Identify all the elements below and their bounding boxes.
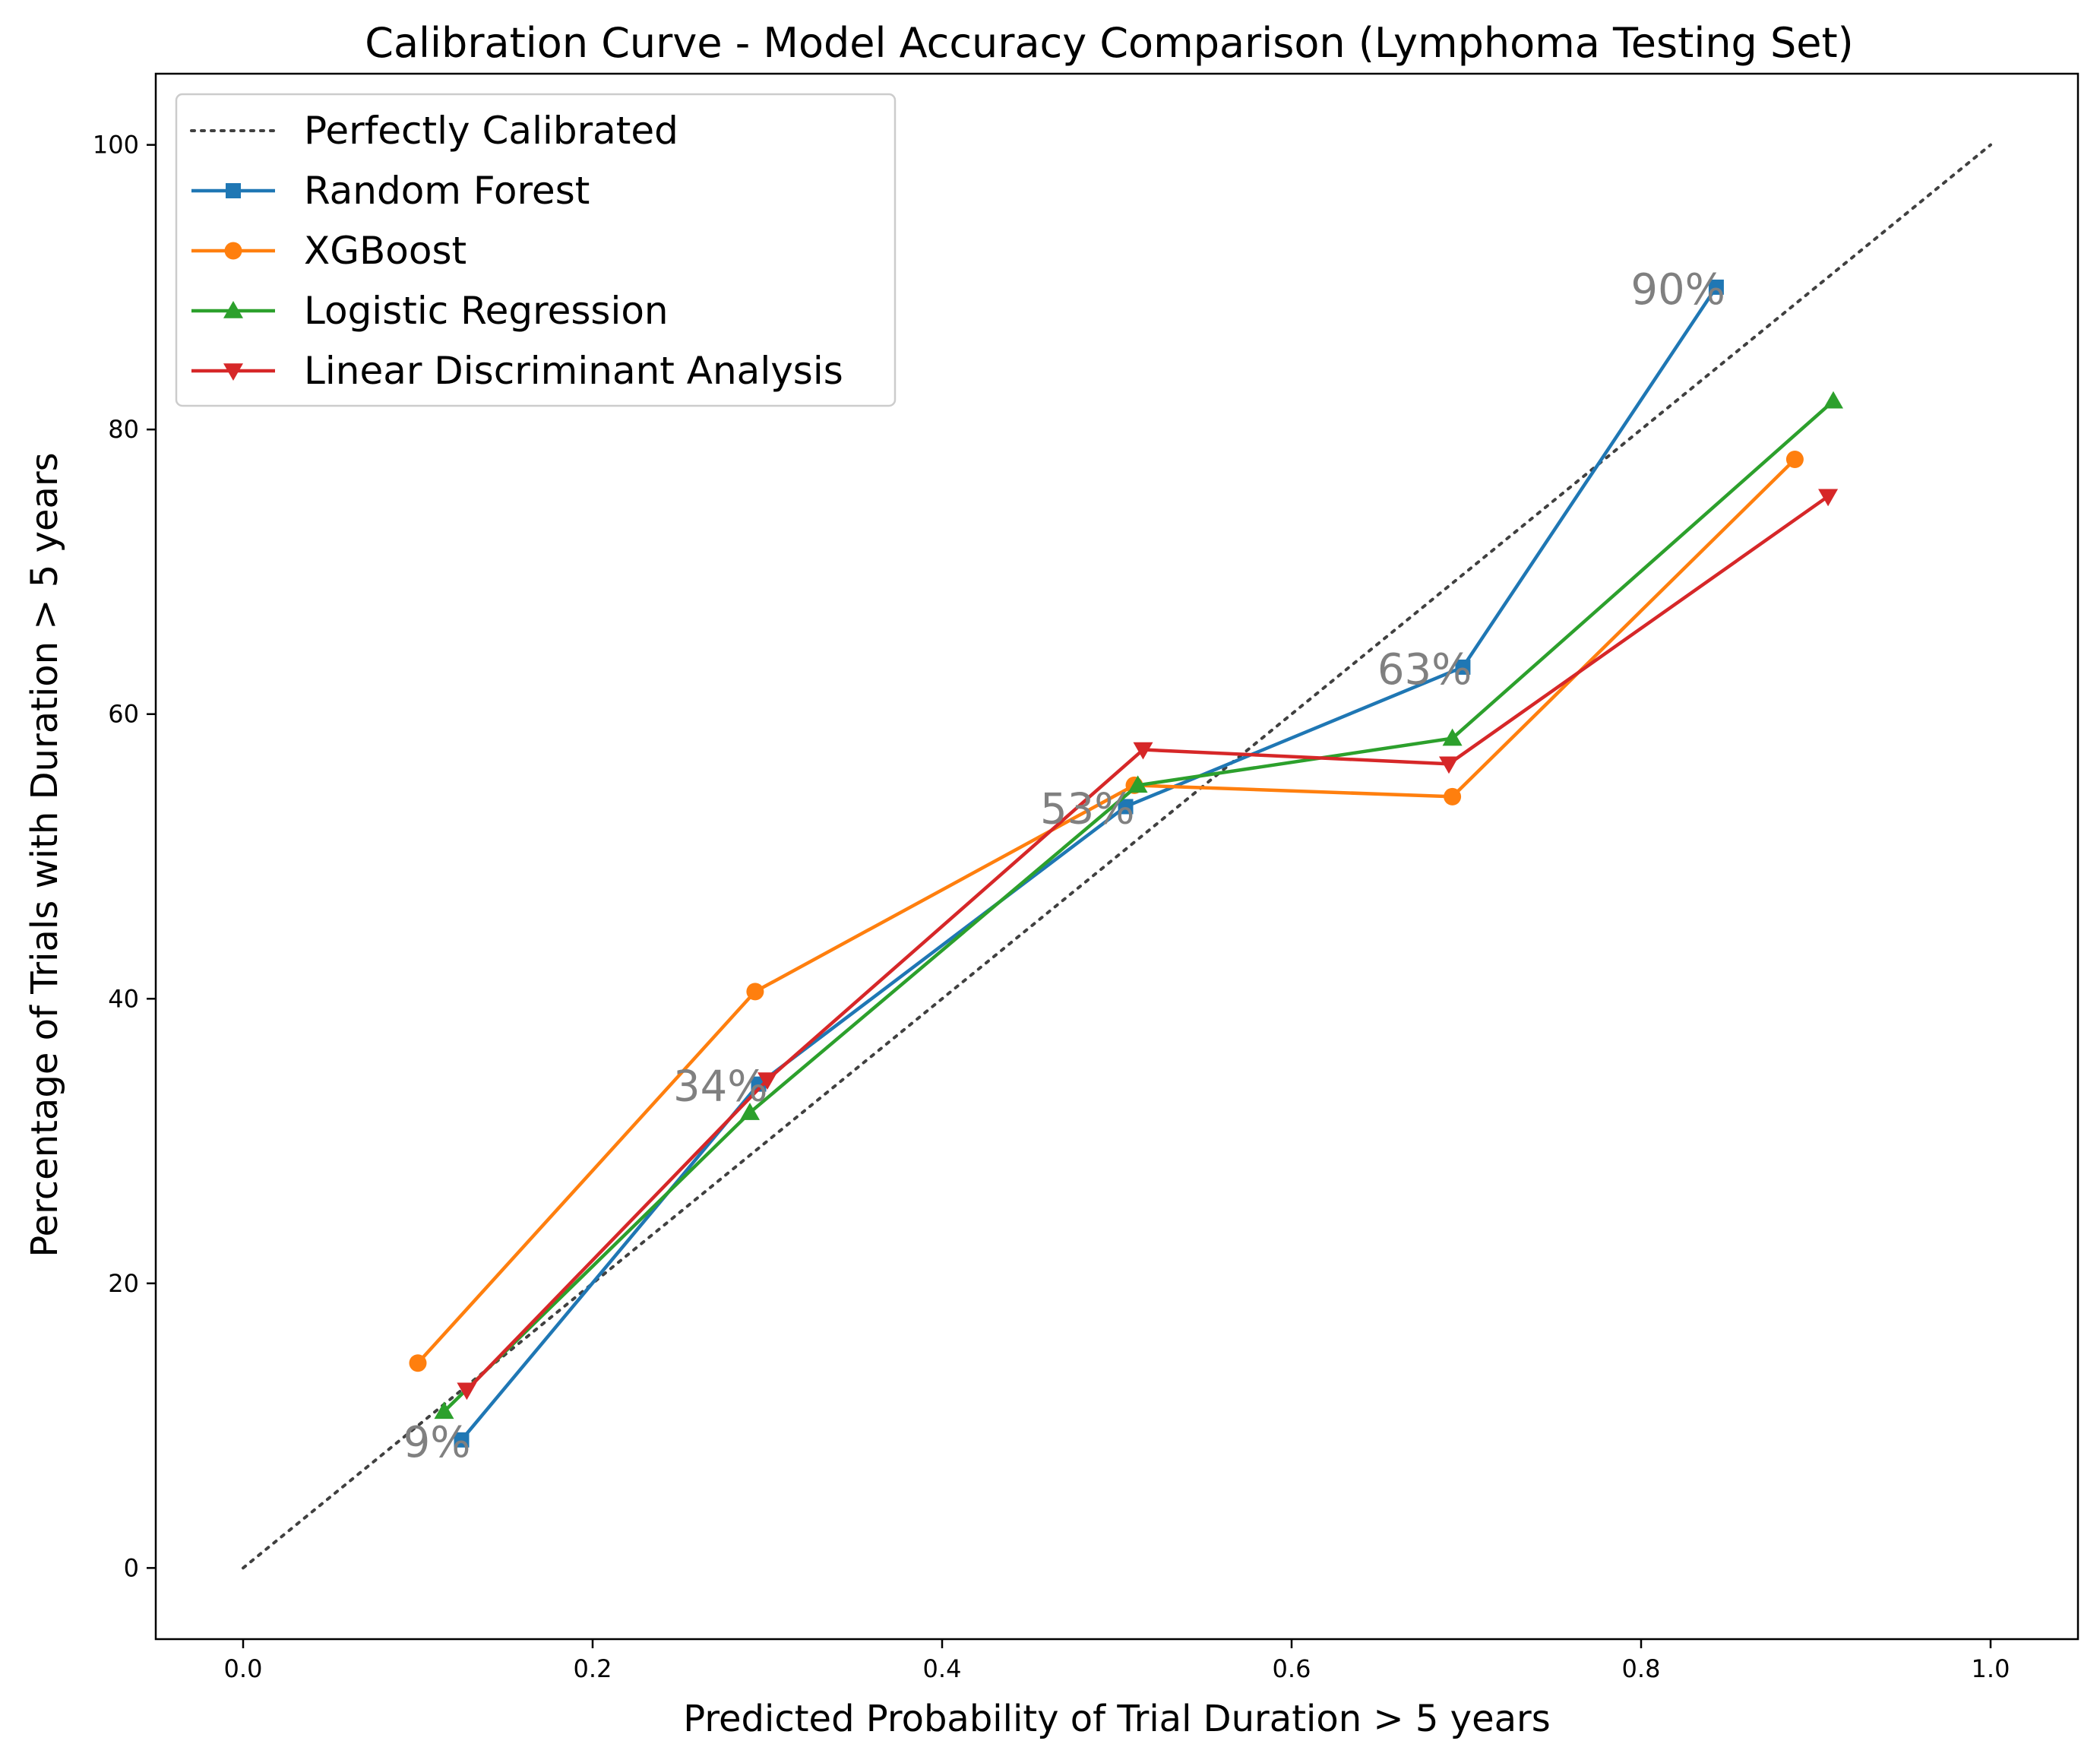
logistic-regression-point	[434, 1401, 454, 1420]
perfectly-calibrated-line	[242, 143, 1992, 1570]
xgboost-point	[409, 1354, 427, 1372]
x-tick-label: 0.0	[224, 1654, 263, 1683]
y-tick-label: 0	[124, 1553, 139, 1582]
logistic-regression-point	[740, 1103, 760, 1120]
annotation-label: 63%	[1377, 645, 1472, 695]
series-random-forest	[454, 279, 1724, 1448]
y-tick-label: 40	[108, 984, 139, 1013]
legend-item: Logistic Regression	[191, 289, 669, 333]
linear-discriminant-analysis-point	[457, 1382, 477, 1401]
random-forest-point	[1118, 799, 1134, 815]
series-linear-discriminant-analysis	[457, 489, 1839, 1401]
logistic-regression-point	[1442, 728, 1463, 746]
linear-discriminant-analysis-point	[1133, 742, 1153, 760]
annotation-label: 9%	[403, 1418, 471, 1467]
logistic-regression-line	[442, 400, 1835, 1413]
y-tick-label: 60	[108, 700, 139, 729]
random-forest-line	[460, 286, 1718, 1442]
linear-discriminant-analysis-point	[757, 1072, 777, 1090]
chart-title: Calibration Curve - Model Accuracy Compa…	[365, 19, 1853, 67]
legend-label: Perfectly Calibrated	[304, 109, 678, 153]
y-axis: 0 20 40 60 80 100	[93, 131, 156, 1582]
xgboost-point	[1785, 451, 1804, 469]
y-tick-label: 20	[108, 1269, 139, 1298]
series-logistic-regression	[434, 391, 1843, 1420]
legend-item: Linear Discriminant Analysis	[191, 349, 843, 393]
plot-frame	[154, 72, 2079, 1641]
random-forest-point	[1708, 279, 1724, 295]
logistic-regression-point	[1823, 391, 1843, 409]
linear-discriminant-analysis-point	[1818, 489, 1839, 507]
x-axis-title: Predicted Probability of Trial Duration …	[683, 1698, 1551, 1740]
linear-discriminant-analysis-point	[1439, 756, 1459, 774]
legend-item: Perfectly Calibrated	[190, 109, 678, 153]
x-tick-label: 0.4	[923, 1654, 962, 1683]
x-tick-label: 0.6	[1273, 1654, 1311, 1683]
x-tick-label: 0.2	[574, 1654, 612, 1683]
linear-discriminant-analysis-line	[465, 495, 1830, 1391]
legend-label: Logistic Regression	[304, 289, 669, 333]
legend-label: Linear Discriminant Analysis	[304, 349, 843, 393]
logistic-regression-point	[1127, 775, 1148, 793]
x-tick-label: 1.0	[1972, 1654, 2010, 1683]
legend-label: XGBoost	[304, 229, 466, 273]
y-tick-label: 80	[108, 415, 139, 444]
annotation-label: 34%	[673, 1062, 767, 1112]
legend-label: Random Forest	[304, 169, 590, 213]
legend-swatch-marker	[226, 183, 241, 198]
legend-swatch-marker	[223, 301, 243, 318]
legend-swatch-marker	[224, 242, 242, 260]
random-forest-point	[1455, 659, 1471, 675]
annotation-label: 53%	[1040, 784, 1134, 834]
legend-box	[175, 93, 897, 407]
legend: Perfectly Calibrated Random Forest XGBoost…	[175, 93, 897, 407]
xgboost-point	[746, 983, 764, 1001]
legend-item: XGBoost	[191, 229, 466, 273]
legend-item: Random Forest	[191, 169, 590, 213]
xgboost-point	[1444, 787, 1462, 806]
random-forest-point	[454, 1432, 470, 1448]
x-axis: 0.0 0.2 0.4 0.6 0.8 1.0	[224, 1639, 2010, 1683]
y-axis-title: Percentage of Trials with Duration > 5 y…	[24, 452, 66, 1257]
y-tick-label: 100	[93, 131, 139, 160]
plot-area: 9% 34% 53% 63% 90%	[242, 143, 1992, 1570]
legend-swatch-marker	[223, 363, 243, 381]
x-tick-label: 0.8	[1622, 1654, 1661, 1683]
annotation-label: 90%	[1630, 265, 1725, 315]
